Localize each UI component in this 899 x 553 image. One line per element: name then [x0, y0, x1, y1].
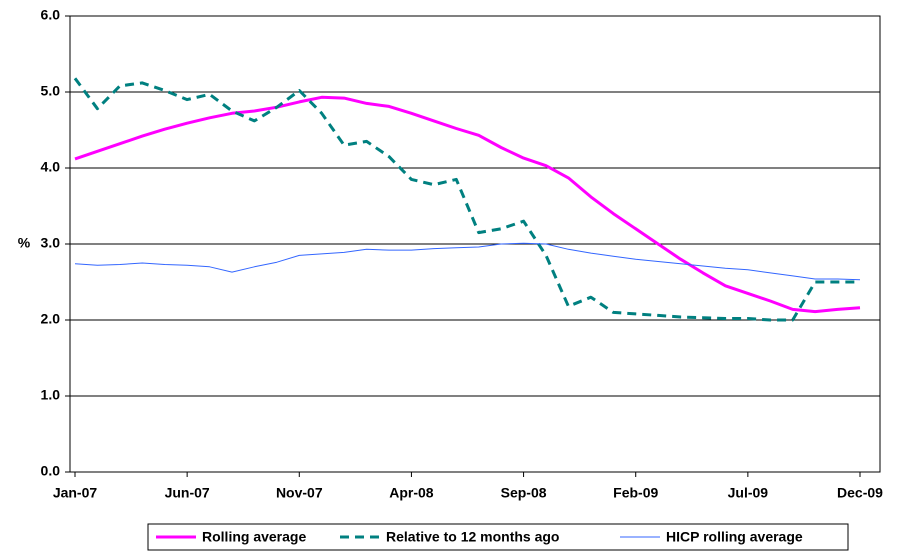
y-tick-label: 1.0	[41, 387, 61, 403]
y-axis-label: %	[18, 235, 31, 251]
series-line	[74, 95, 861, 314]
y-tick-label: 3.0	[41, 235, 61, 251]
legend-label: HICP rolling average	[666, 529, 803, 545]
x-tick-label: Sep-08	[501, 485, 547, 501]
x-tick-label: Nov-07	[276, 485, 323, 501]
y-tick-label: 6.0	[41, 7, 61, 23]
legend-box	[147, 523, 849, 551]
series-line	[74, 242, 861, 281]
x-tick-label: Jul-09	[728, 485, 769, 501]
legend-label: Rolling average	[202, 529, 306, 545]
x-tick-label: Jan-07	[53, 485, 98, 501]
series-line	[73, 77, 860, 322]
x-tick-label: Jun-07	[165, 485, 210, 501]
legend-label: Relative to 12 months ago	[386, 529, 559, 545]
plot-border	[69, 15, 881, 473]
x-tick-label: Apr-08	[389, 485, 434, 501]
y-tick-label: 0.0	[41, 463, 61, 479]
x-tick-label: Feb-09	[613, 485, 658, 501]
x-tick-label: Dec-09	[837, 485, 883, 501]
y-tick-label: 2.0	[41, 311, 61, 327]
y-tick-label: 5.0	[41, 83, 61, 99]
y-tick-label: 4.0	[41, 159, 61, 175]
